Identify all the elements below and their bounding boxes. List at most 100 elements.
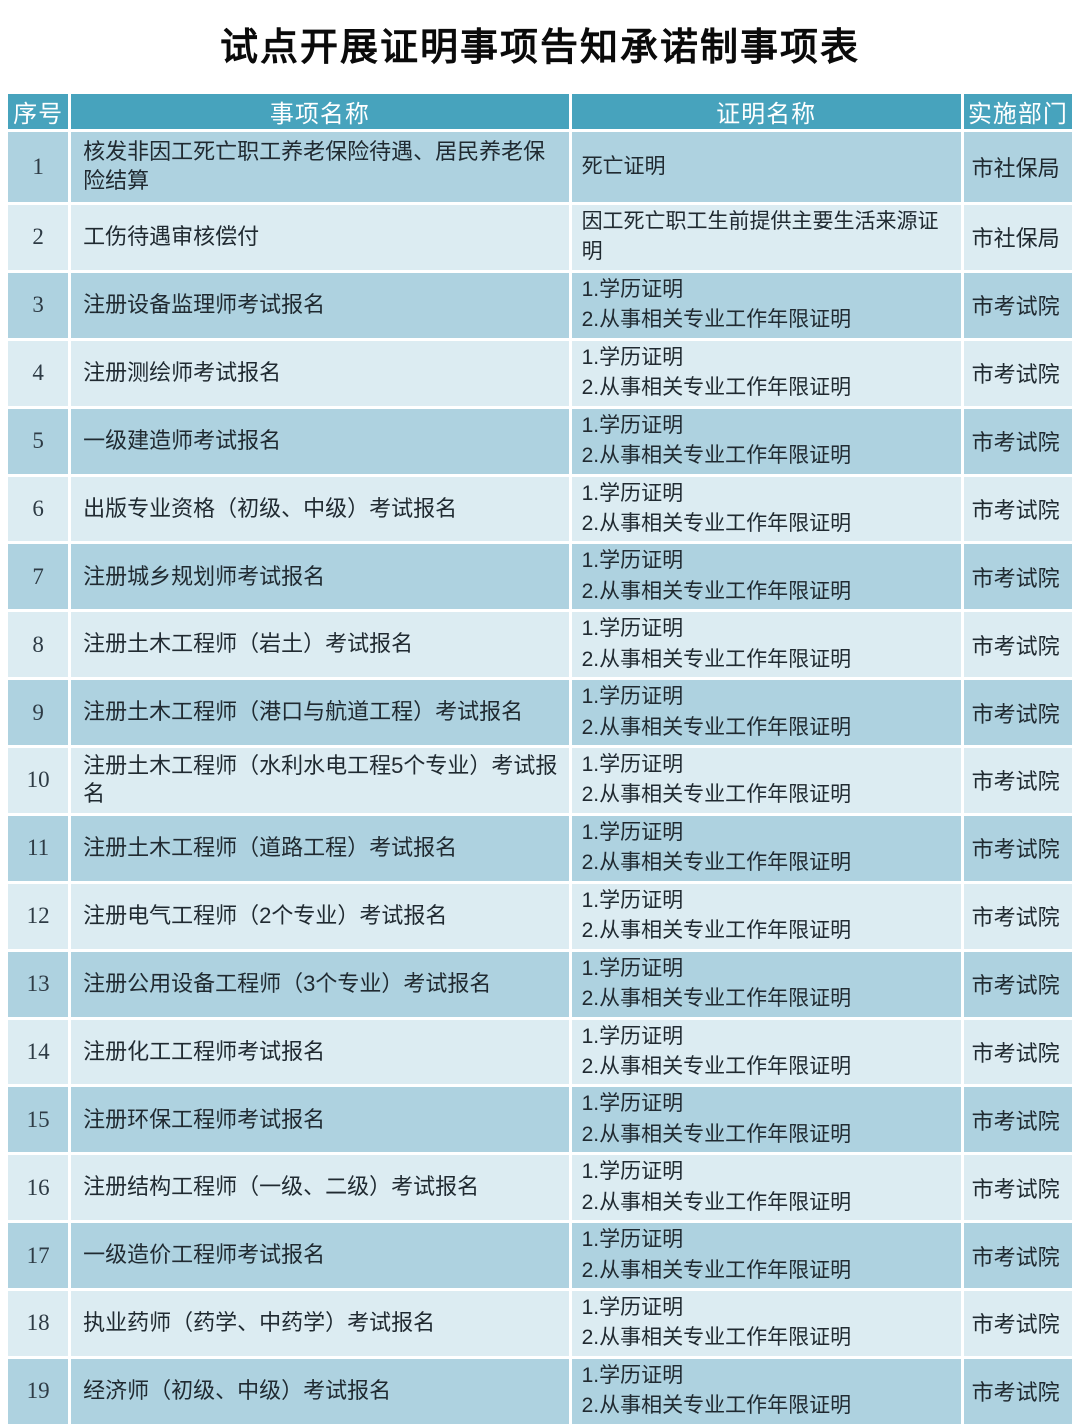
item-name-cell: 注册城乡规划师考试报名: [71, 544, 569, 610]
page-title: 试点开展证明事项告知承诺制事项表: [219, 27, 860, 69]
certificate-line: 2.从事相关专业工作年限证明: [581, 851, 852, 875]
certificate-line: 2.从事相关专业工作年限证明: [581, 308, 852, 332]
department-cell: 市社保局: [963, 205, 1072, 270]
table-row: 2 工伤待遇审核偿付 因工死亡职工生前提供主要生活来源证明 市社保局: [8, 205, 1072, 270]
certificate-line: 2.从事相关专业工作年限证明: [581, 1394, 852, 1418]
item-name-cell: 一级建造师考试报名: [71, 408, 569, 474]
row-number: 5: [8, 408, 69, 474]
certificate-line: 1.学历证明: [581, 888, 684, 912]
row-number: 1: [8, 132, 69, 202]
certificate-line: 1.学历证明: [581, 617, 684, 641]
certificate-line: 1.学历证明: [581, 1024, 684, 1048]
item-name-cell: 工伤待遇审核偿付: [71, 205, 569, 270]
department-cell: 市考试院: [963, 1223, 1072, 1288]
row-number: 2: [8, 205, 69, 270]
certificate-line: 2.从事相关专业工作年限证明: [581, 376, 852, 400]
row-number: 16: [8, 1155, 69, 1221]
certificate-cell: 1.学历证明 2.从事相关专业工作年限证明: [571, 951, 961, 1017]
certificate-line: 2.从事相关专业工作年限证明: [581, 783, 852, 807]
row-number: 11: [8, 815, 69, 881]
table-row: 7 注册城乡规划师考试报名 1.学历证明 2.从事相关专业工作年限证明 市考试院: [8, 544, 1072, 610]
column-header-cert: 证明名称: [571, 94, 961, 129]
item-name-cell: 注册设备监理师考试报名: [71, 272, 569, 338]
department-cell: 市考试院: [963, 340, 1072, 406]
certificate-cell: 1.学历证明 2.从事相关专业工作年限证明: [571, 408, 961, 474]
certificate-line: 2.从事相关专业工作年限证明: [581, 1054, 852, 1078]
table-row: 19 经济师（初级、中级）考试报名 1.学历证明 2.从事相关专业工作年限证明 市考试院: [8, 1358, 1072, 1424]
row-number: 14: [8, 1019, 69, 1085]
table-row: 10 注册土木工程师（水利水电工程5个专业）考试报名 1.学历证明 2.从事相关专业工…: [8, 748, 1072, 813]
certificate-cell: 1.学历证明 2.从事相关专业工作年限证明: [571, 476, 961, 542]
certificate-line: 1.学历证明: [581, 413, 684, 437]
row-number: 7: [8, 544, 69, 610]
item-name-cell: 注册测绘师考试报名: [71, 340, 569, 406]
table-header-row: 序号 事项名称 证明名称 实施部门: [8, 94, 1072, 129]
department-cell: 市考试院: [963, 815, 1072, 881]
department-cell: 市考试院: [963, 408, 1072, 474]
table-row: 6 出版专业资格（初级、中级）考试报名 1.学历证明 2.从事相关专业工作年限证明 市考…: [8, 476, 1072, 542]
certificate-cell: 1.学历证明 2.从事相关专业工作年限证明: [571, 1291, 961, 1356]
table-row: 8 注册土木工程师（岩土）考试报名 1.学历证明 2.从事相关专业工作年限证明 市考试院: [8, 612, 1072, 678]
certificate-line: 2.从事相关专业工作年限证明: [581, 1326, 852, 1350]
table-row: 1 核发非因工死亡职工养老保险待遇、居民养老保险结算 死亡证明 市社保局: [8, 132, 1072, 202]
certificate-cell: 1.学历证明 2.从事相关专业工作年限证明: [571, 1223, 961, 1288]
certificate-cell: 因工死亡职工生前提供主要生活来源证明: [571, 205, 961, 270]
certificate-line: 1.学历证明: [581, 753, 684, 776]
certificate-line: 1.学历证明: [581, 820, 684, 844]
department-cell: 市考试院: [963, 1019, 1072, 1085]
certificate-line: 2.从事相关专业工作年限证明: [581, 919, 852, 943]
row-number: 10: [8, 748, 69, 813]
certificate-cell: 1.学历证明 2.从事相关专业工作年限证明: [571, 612, 961, 678]
column-header-item: 事项名称: [71, 94, 569, 129]
certificate-line: 1.学历证明: [581, 685, 684, 709]
row-number: 18: [8, 1291, 69, 1356]
column-header-dept: 实施部门: [963, 94, 1072, 129]
department-cell: 市考试院: [963, 272, 1072, 338]
item-name-cell: 出版专业资格（初级、中级）考试报名: [71, 476, 569, 542]
item-name-cell: 注册公用设备工程师（3个专业）考试报名: [71, 951, 569, 1017]
certificate-cell: 1.学历证明 2.从事相关专业工作年限证明: [571, 340, 961, 406]
certificate-line: 2.从事相关专业工作年限证明: [581, 511, 852, 535]
row-number: 17: [8, 1223, 69, 1288]
certificate-line: 1.学历证明: [581, 956, 684, 980]
item-name-cell: 注册土木工程师（岩土）考试报名: [71, 612, 569, 678]
certificate-line: 2.从事相关专业工作年限证明: [581, 579, 852, 603]
certificate-line: 1.学历证明: [581, 345, 684, 369]
department-cell: 市考试院: [963, 1358, 1072, 1424]
row-number: 19: [8, 1358, 69, 1424]
column-header-no: 序号: [8, 94, 69, 129]
department-cell: 市考试院: [963, 612, 1072, 678]
item-name-cell: 注册电气工程师（2个专业）考试报名: [71, 883, 569, 949]
row-number: 6: [8, 476, 69, 542]
table-row: 12 注册电气工程师（2个专业）考试报名 1.学历证明 2.从事相关专业工作年限证明 市…: [8, 883, 1072, 949]
table-row: 4 注册测绘师考试报名 1.学历证明 2.从事相关专业工作年限证明 市考试院: [8, 340, 1072, 406]
certificate-line: 1.学历证明: [581, 1296, 684, 1319]
item-name-cell: 执业药师（药学、中药学）考试报名: [71, 1291, 569, 1356]
department-cell: 市社保局: [963, 132, 1072, 202]
certificate-cell: 1.学历证明 2.从事相关专业工作年限证明: [571, 1358, 961, 1424]
department-cell: 市考试院: [963, 1291, 1072, 1356]
department-cell: 市考试院: [963, 1087, 1072, 1153]
items-table: 序号 事项名称 证明名称 实施部门 1 核发非因工死亡职工养老保险待遇、居民养老保…: [5, 91, 1075, 1426]
table-row: 3 注册设备监理师考试报名 1.学历证明 2.从事相关专业工作年限证明 市考试院: [8, 272, 1072, 338]
certificate-line: 1.学历证明: [581, 1228, 684, 1252]
certificate-cell: 1.学历证明 2.从事相关专业工作年限证明: [571, 544, 961, 610]
table-row: 13 注册公用设备工程师（3个专业）考试报名 1.学历证明 2.从事相关专业工作年限证…: [8, 951, 1072, 1017]
department-cell: 市考试院: [963, 1155, 1072, 1221]
certificate-line: 2.从事相关专业工作年限证明: [581, 715, 852, 739]
item-name-cell: 经济师（初级、中级）考试报名: [71, 1358, 569, 1424]
item-name-cell: 核发非因工死亡职工养老保险待遇、居民养老保险结算: [71, 132, 569, 202]
certificate-line: 1.学历证明: [581, 549, 684, 573]
item-name-cell: 注册土木工程师（水利水电工程5个专业）考试报名: [71, 748, 569, 813]
department-cell: 市考试院: [963, 883, 1072, 949]
table-body: 1 核发非因工死亡职工养老保险待遇、居民养老保险结算 死亡证明 市社保局 2 工伤待遇审核…: [8, 132, 1072, 1426]
item-name-cell: 一级造价工程师考试报名: [71, 1223, 569, 1288]
department-cell: 市考试院: [963, 544, 1072, 610]
table-row: 17 一级造价工程师考试报名 1.学历证明 2.从事相关专业工作年限证明 市考试院: [8, 1223, 1072, 1288]
table-row: 5 一级建造师考试报名 1.学历证明 2.从事相关专业工作年限证明 市考试院: [8, 408, 1072, 474]
table-row: 11 注册土木工程师（道路工程）考试报名 1.学历证明 2.从事相关专业工作年限证明 市…: [8, 815, 1072, 881]
row-number: 15: [8, 1087, 69, 1153]
table-row: 14 注册化工工程师考试报名 1.学历证明 2.从事相关专业工作年限证明 市考试院: [8, 1019, 1072, 1085]
certificate-cell: 死亡证明: [571, 132, 961, 202]
